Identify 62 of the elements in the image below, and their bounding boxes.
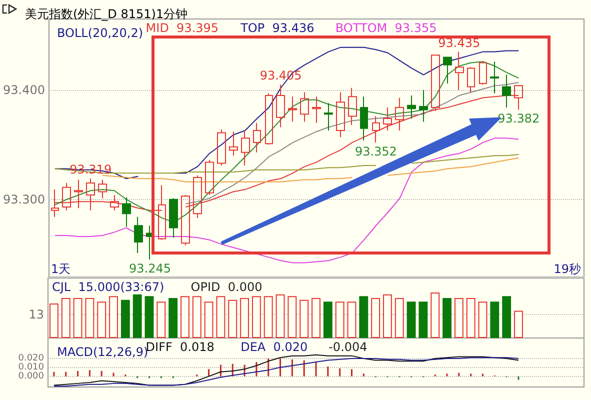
candlestick <box>372 116 380 144</box>
bar <box>502 296 512 338</box>
candlestick <box>479 61 487 86</box>
annotation: 93.352 <box>354 144 397 159</box>
candlestick <box>229 131 238 156</box>
text: 19秒 <box>554 262 582 276</box>
candlestick <box>348 87 357 126</box>
y-tick-label: 0.000 <box>18 371 44 382</box>
candlestick <box>407 95 416 119</box>
annotation: OPID 0.000 <box>190 280 262 294</box>
chart-title: 美元指数(外汇_D 8151)1分钟 <box>25 7 188 21</box>
candlestick <box>443 56 452 84</box>
candlestick <box>134 216 143 254</box>
candlestick <box>265 92 273 146</box>
candlestick <box>253 122 261 153</box>
y-tick-label: 0.020 <box>18 353 44 364</box>
annotation: 1天 <box>51 262 71 276</box>
y-tick-label: 0.010 <box>18 362 44 372</box>
annotation: CJL 15.000(33:67) <box>52 280 164 294</box>
candlestick <box>241 130 250 166</box>
candlestick <box>300 92 309 122</box>
text: BOLL(20,20,2) <box>57 26 144 40</box>
text: MID 93.395 <box>146 21 219 35</box>
bar <box>144 296 154 338</box>
candlestick <box>276 84 285 128</box>
candlestick <box>312 96 321 124</box>
annotation: 93.435 <box>438 36 480 50</box>
bar <box>132 294 142 338</box>
bar <box>406 302 416 338</box>
text: MACD(12,26,9) <box>57 345 148 359</box>
text: BOTTOM 93.355 <box>335 21 437 35</box>
candlestick <box>122 196 131 228</box>
candlestick <box>419 90 428 122</box>
y-tick-label: 13 <box>28 307 44 322</box>
bar <box>418 302 428 338</box>
annotation: 93.245 <box>129 262 172 276</box>
candlestick <box>490 61 499 94</box>
candlestick <box>336 92 345 138</box>
bar <box>323 302 332 338</box>
y-tick-label: 93.400 <box>2 83 45 98</box>
candlestick <box>98 179 107 199</box>
bar <box>120 300 130 338</box>
series-label: DEA 0.020 <box>240 340 308 354</box>
bar <box>490 302 500 338</box>
candlestick <box>502 74 511 108</box>
candlestick <box>169 198 178 238</box>
y-tick-label: 93.300 <box>2 192 45 206</box>
bar <box>168 298 178 338</box>
bar <box>442 298 452 338</box>
candlestick <box>288 96 297 122</box>
candlestick <box>383 107 392 132</box>
annotation: 93.382 <box>498 112 540 126</box>
candlestick <box>324 102 333 132</box>
series-label: TOP 93.436 <box>240 21 314 35</box>
candlestick <box>467 66 475 93</box>
candlestick <box>455 51 464 91</box>
candlestick <box>217 128 226 166</box>
line-series <box>54 138 520 264</box>
annotation: -0.004 <box>328 340 368 354</box>
candlestick <box>360 96 368 141</box>
candlestick <box>205 160 214 196</box>
bar <box>359 296 368 338</box>
